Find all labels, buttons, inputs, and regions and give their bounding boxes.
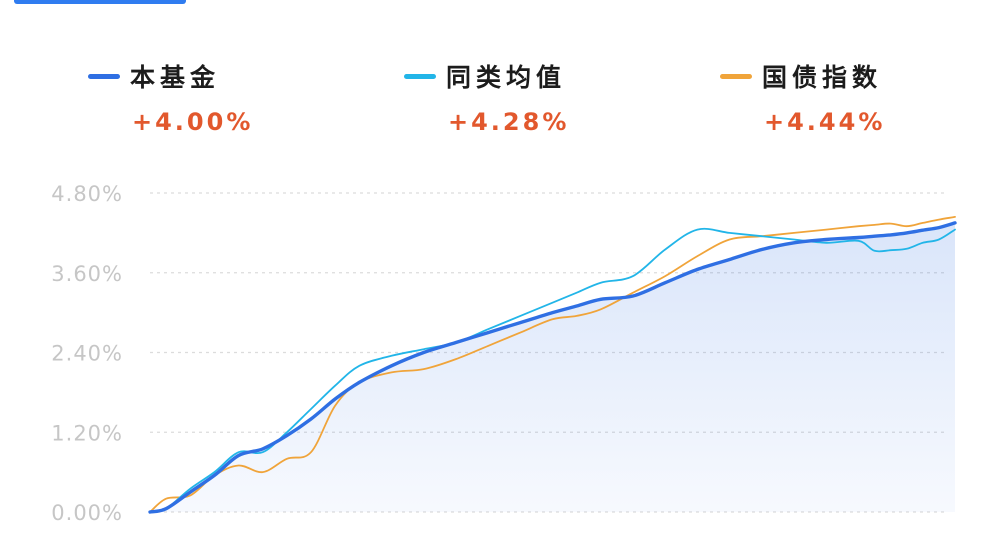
series-lines bbox=[148, 216, 957, 514]
y-tick-label: 1.20% bbox=[51, 421, 123, 445]
y-tick-label: 2.40% bbox=[51, 342, 123, 366]
legend-value-peer-average: +4.28% bbox=[448, 108, 570, 136]
legend-label-treasury-index: 国债指数 bbox=[762, 63, 883, 92]
series-line-fund bbox=[148, 221, 957, 514]
series-area-fund bbox=[150, 222, 955, 512]
top-tab-indicator bbox=[14, 0, 186, 4]
y-tick-label: 3.60% bbox=[51, 262, 123, 286]
y-tick-label: 0.00% bbox=[51, 501, 123, 525]
series-line-treasury-index bbox=[149, 216, 956, 513]
chart-legend: 本基金 +4.00% 同类均值 +4.28% 国债指数 +4.44% bbox=[0, 58, 982, 148]
legend-label-peer-average: 同类均值 bbox=[446, 63, 567, 92]
legend-value-treasury-index: +4.44% bbox=[764, 108, 886, 136]
series-line-peer-average bbox=[149, 227, 956, 513]
legend-swatch-treasury-index bbox=[720, 73, 752, 79]
area-fills bbox=[150, 222, 955, 512]
legend-item-peer-average[interactable]: 同类均值 +4.28% bbox=[404, 58, 569, 136]
legend-swatch-peer-average bbox=[404, 73, 436, 79]
legend-label-fund: 本基金 bbox=[130, 63, 221, 92]
legend-value-fund: +4.00% bbox=[132, 108, 254, 136]
y-tick-label: 4.80% bbox=[51, 182, 123, 206]
legend-item-fund[interactable]: 本基金 +4.00% bbox=[88, 58, 253, 136]
legend-swatch-fund bbox=[88, 73, 120, 79]
y-axis: 0.00% 1.20% 2.40% 3.60% 4.80% bbox=[51, 182, 123, 525]
legend-item-treasury-index[interactable]: 国债指数 +4.44% bbox=[720, 58, 885, 136]
